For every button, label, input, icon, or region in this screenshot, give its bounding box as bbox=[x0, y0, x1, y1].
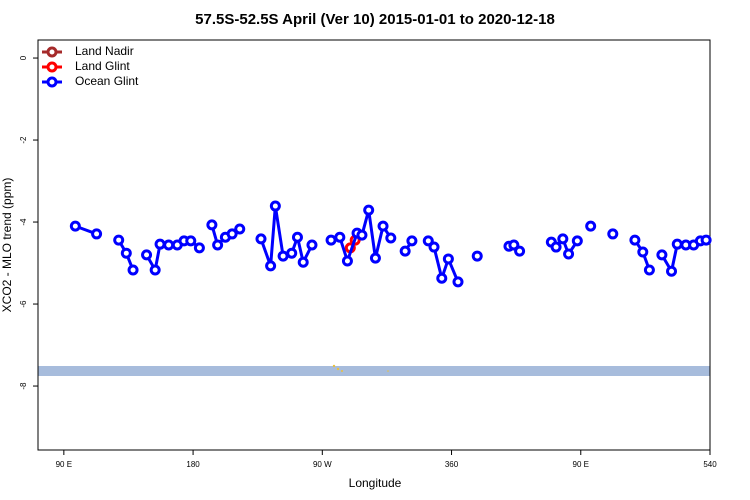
point bbox=[149, 264, 161, 276]
legend-marker bbox=[46, 46, 58, 58]
x-tick-label: 90 W bbox=[313, 460, 332, 469]
point bbox=[69, 220, 81, 232]
point bbox=[193, 242, 205, 254]
point bbox=[286, 247, 298, 259]
point bbox=[557, 233, 569, 245]
point bbox=[127, 264, 139, 276]
y-tick-label: -6 bbox=[19, 300, 28, 308]
point bbox=[369, 252, 381, 264]
y-tick-label: -8 bbox=[19, 382, 28, 390]
point bbox=[607, 228, 619, 240]
point bbox=[306, 239, 318, 251]
point bbox=[637, 246, 649, 258]
point bbox=[428, 241, 440, 253]
point bbox=[91, 228, 103, 240]
legend-marker bbox=[46, 76, 58, 88]
map-land bbox=[387, 370, 389, 372]
point bbox=[385, 232, 397, 244]
point bbox=[291, 231, 303, 243]
point bbox=[422, 235, 434, 247]
point bbox=[120, 247, 132, 259]
point bbox=[269, 200, 281, 212]
y-axis-label: XCO2 - MLO trend (ppm) bbox=[0, 178, 14, 313]
point bbox=[671, 238, 683, 250]
plot-frame bbox=[37, 39, 711, 451]
map-land bbox=[336, 367, 340, 371]
point bbox=[700, 234, 712, 246]
point bbox=[377, 220, 389, 232]
point bbox=[666, 265, 678, 277]
point bbox=[442, 253, 454, 265]
x-tick-label: 90 E bbox=[56, 460, 72, 469]
y-tick-label: -2 bbox=[19, 136, 28, 144]
point bbox=[212, 239, 224, 251]
legend-marker bbox=[46, 61, 58, 73]
x-tick-label: 90 E bbox=[573, 460, 589, 469]
x-tick-label: 360 bbox=[445, 460, 459, 469]
point bbox=[265, 260, 277, 272]
chart-title: 57.5S-52.5S April (Ver 10) 2015-01-01 to… bbox=[195, 11, 555, 28]
legend-label: Ocean Glint bbox=[75, 74, 139, 88]
point bbox=[334, 231, 346, 243]
point bbox=[471, 250, 483, 262]
point bbox=[163, 239, 175, 251]
point bbox=[277, 250, 289, 262]
point bbox=[356, 229, 368, 241]
point bbox=[452, 276, 464, 288]
map-land bbox=[332, 364, 336, 368]
point bbox=[297, 256, 309, 268]
point bbox=[656, 249, 668, 261]
point bbox=[185, 235, 197, 247]
y-tick-label: -4 bbox=[19, 218, 28, 226]
point bbox=[563, 248, 575, 260]
map-land bbox=[341, 370, 343, 372]
point bbox=[206, 219, 218, 231]
point bbox=[550, 241, 562, 253]
legend-label: Land Nadir bbox=[75, 44, 134, 58]
point bbox=[399, 245, 411, 257]
y-tick-label: 0 bbox=[19, 55, 28, 60]
point bbox=[629, 234, 641, 246]
point bbox=[226, 228, 238, 240]
legend-label: Land Glint bbox=[75, 59, 130, 73]
point bbox=[508, 239, 520, 251]
point bbox=[154, 238, 166, 250]
point bbox=[325, 234, 337, 246]
point bbox=[341, 255, 353, 267]
point bbox=[255, 233, 267, 245]
point bbox=[406, 235, 418, 247]
point bbox=[234, 223, 246, 235]
point bbox=[113, 234, 125, 246]
point bbox=[571, 235, 583, 247]
point bbox=[436, 272, 448, 284]
point bbox=[585, 220, 597, 232]
x-axis-label: Longitude bbox=[349, 476, 402, 490]
point bbox=[363, 204, 375, 216]
point bbox=[141, 249, 153, 261]
point bbox=[514, 245, 526, 257]
map-strip bbox=[38, 366, 710, 376]
x-tick-label: 540 bbox=[703, 460, 717, 469]
point bbox=[643, 264, 655, 276]
x-tick-label: 180 bbox=[186, 460, 200, 469]
